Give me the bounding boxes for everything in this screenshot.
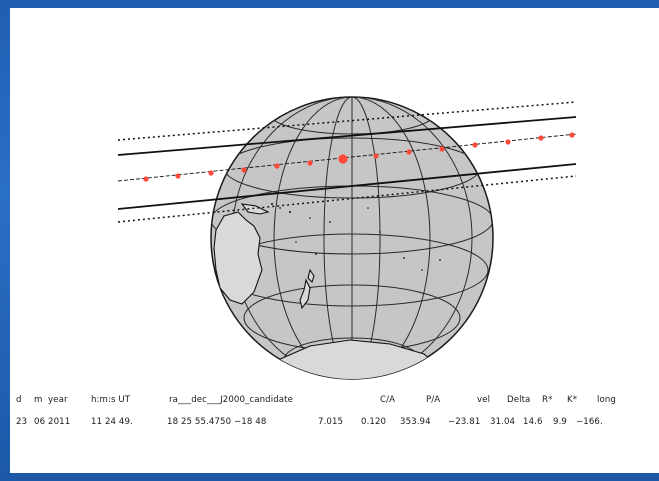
header-long: long <box>597 395 616 405</box>
south-limit-dotted <box>117 175 577 223</box>
header-k: K* <box>567 395 578 405</box>
header-year: year <box>48 395 68 405</box>
value-m: 06 <box>34 417 46 427</box>
value-delta: 31.04 <box>490 417 516 427</box>
occultation-map <box>117 96 577 380</box>
value-k: 9.9 <box>553 417 567 427</box>
track-point <box>208 170 214 176</box>
track-points <box>143 132 575 182</box>
header-ca: C/A <box>380 395 396 405</box>
value-pa: 353.94 <box>400 417 431 427</box>
track-point <box>307 160 313 166</box>
track-point-highlight <box>338 154 348 164</box>
north-limit-solid <box>117 116 577 156</box>
occultation-map-panel <box>10 8 659 473</box>
value-year: 2011 <box>48 417 71 427</box>
ephemeris-table: d m year h:m:s UT ra___dec___J2000_candi… <box>16 395 656 439</box>
track-point <box>538 135 544 141</box>
header-radec: ra___dec___J2000_candidate <box>169 395 294 405</box>
south-limit-solid <box>117 163 577 210</box>
north-limit-dotted <box>117 101 577 141</box>
value-vel: −23.81 <box>448 417 481 427</box>
value-ca: 0.120 <box>361 417 387 427</box>
track-point <box>373 153 379 159</box>
table-row: 23 06 2011 11 24 49. 18 25 55.4750 −18 4… <box>16 417 656 439</box>
track-point <box>505 139 511 145</box>
track-point <box>439 146 445 152</box>
value-radec: 18 25 55.4750 −18 48 <box>167 417 267 427</box>
value-long: −166. <box>576 417 603 427</box>
track-point <box>569 132 575 138</box>
track-point <box>274 163 280 169</box>
value-time: 11 24 49. <box>91 417 133 427</box>
header-vel: vel <box>477 395 491 405</box>
table-header-row: d m year h:m:s UT ra___dec___J2000_candi… <box>16 395 656 417</box>
value-d: 23 <box>16 417 28 427</box>
value-diam: 7.015 <box>318 417 344 427</box>
header-d: d <box>16 395 22 405</box>
value-r: 14.6 <box>523 417 543 427</box>
track-point <box>175 173 181 179</box>
header-r: R* <box>542 395 553 405</box>
track-point <box>472 142 478 148</box>
track-point <box>143 176 149 182</box>
track-point <box>406 149 412 155</box>
header-m: m <box>34 395 43 405</box>
header-delta: Delta <box>507 395 531 405</box>
continent-outlines <box>213 124 493 379</box>
track-point <box>241 167 247 173</box>
island-dots <box>271 203 441 271</box>
header-pa: P/A <box>426 395 441 405</box>
header-time: h:m:s UT <box>91 395 131 405</box>
